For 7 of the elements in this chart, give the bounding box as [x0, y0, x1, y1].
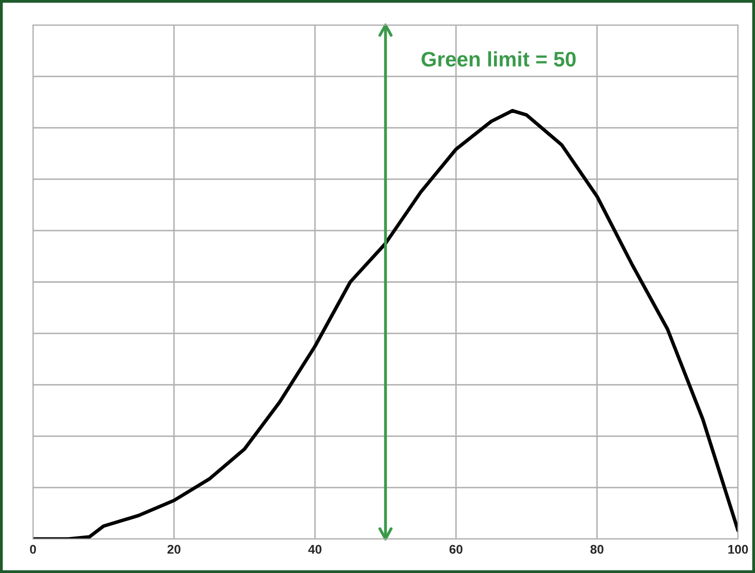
x-tick-label: 40: [308, 544, 322, 554]
ref-line-label: Green limit = 50: [422, 51, 576, 67]
x-tick-label: 0: [30, 544, 36, 554]
x-tick-label: 20: [167, 544, 180, 554]
x-tick-label: 80: [590, 544, 604, 554]
x-tick-label: 100: [728, 544, 748, 554]
x-tick-label: 60: [450, 544, 462, 554]
